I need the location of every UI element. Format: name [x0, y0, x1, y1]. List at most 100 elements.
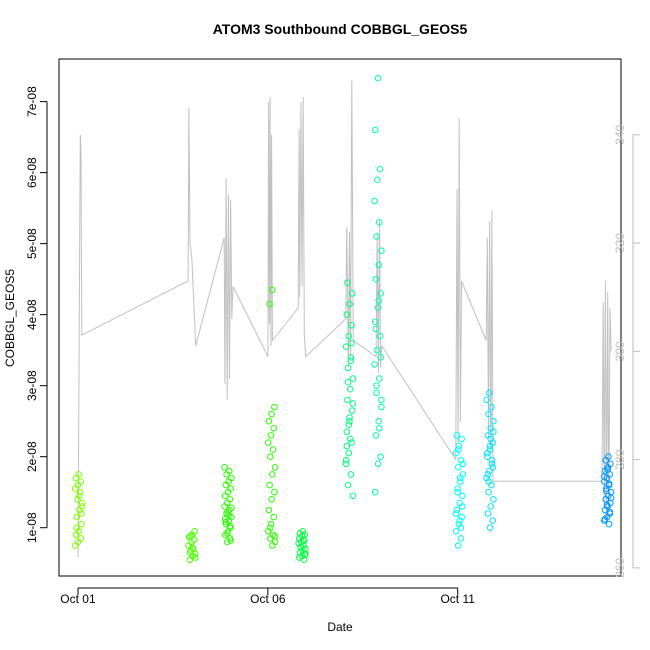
data-point: [265, 506, 273, 514]
scatter-series: [72, 74, 615, 564]
data-point: [607, 499, 614, 507]
data-point: [192, 554, 199, 561]
data-point: [343, 428, 351, 436]
y-tick-label: 7e-08: [25, 86, 39, 117]
data-point: [459, 460, 467, 468]
data-point: [458, 513, 466, 521]
data-point: [224, 530, 231, 537]
data-point: [486, 467, 493, 475]
data-point: [488, 456, 496, 464]
data-point: [228, 504, 235, 512]
data-point: [271, 403, 278, 411]
data-point: [345, 449, 353, 457]
data-point: [271, 464, 279, 471]
data-point: [342, 456, 350, 464]
data-point: [346, 417, 353, 425]
data-point: [344, 378, 352, 386]
data-point: [488, 460, 496, 468]
data-point: [78, 520, 85, 528]
data-point: [267, 524, 274, 532]
data-point: [344, 396, 351, 404]
data-point: [344, 364, 352, 372]
data-point: [605, 480, 613, 488]
data-point: [457, 535, 465, 542]
data-point: [225, 511, 232, 519]
data-point: [347, 354, 355, 361]
data-point: [488, 403, 495, 411]
data-point: [372, 275, 380, 283]
y2-tick-label: 260: [613, 558, 627, 578]
data-point: [348, 339, 355, 347]
data-point: [267, 520, 275, 528]
data-point: [227, 537, 234, 544]
data-point: [453, 506, 461, 514]
data-point: [342, 460, 350, 468]
data-point: [374, 346, 381, 354]
data-point: [374, 460, 382, 468]
data-point: [374, 74, 382, 82]
data-point: [268, 496, 275, 503]
data-point: [269, 446, 277, 453]
data-point: [270, 513, 278, 521]
data-point: [487, 503, 495, 510]
data-point: [485, 410, 492, 418]
data-point: [375, 417, 383, 425]
y-tick-label: 5e-08: [25, 228, 39, 259]
data-point: [78, 499, 86, 507]
data-point: [371, 126, 379, 134]
data-point: [264, 439, 272, 446]
data-point: [373, 233, 380, 240]
data-point: [222, 518, 230, 526]
data-point: [376, 219, 383, 226]
data-point: [459, 503, 466, 510]
data-point: [605, 520, 613, 528]
data-point: [371, 318, 379, 326]
data-point: [378, 396, 385, 404]
data-point: [75, 528, 82, 535]
data-point: [485, 488, 492, 496]
data-point: [267, 432, 275, 439]
data-point: [452, 510, 460, 517]
data-point: [265, 417, 273, 425]
data-point: [378, 403, 385, 411]
data-point: [373, 389, 380, 397]
data-point: [377, 453, 385, 461]
data-point: [457, 478, 464, 485]
data-point: [226, 496, 234, 503]
data-point: [484, 453, 491, 461]
data-point: [227, 485, 234, 492]
data-point: [348, 407, 356, 414]
data-point: [346, 385, 354, 393]
x-axis-label: Date: [327, 620, 353, 634]
data-point: [604, 466, 612, 473]
data-point: [300, 536, 307, 544]
data-point: [484, 510, 492, 517]
data-point: [270, 425, 278, 432]
data-point: [226, 523, 234, 530]
data-point: [455, 520, 463, 528]
data-point: [73, 524, 80, 532]
data-point: [489, 517, 497, 524]
data-point: [266, 481, 273, 489]
data-point: [226, 467, 233, 475]
data-point: [269, 286, 276, 294]
data-point: [77, 478, 85, 485]
data-point: [453, 432, 461, 439]
data-point: [459, 492, 466, 500]
data-point: [345, 421, 353, 429]
data-point: [372, 325, 380, 333]
data-point: [344, 481, 352, 489]
data-point: [189, 544, 196, 551]
y-tick-label: 6e-08: [25, 157, 39, 188]
data-point: [606, 508, 614, 516]
y2-tick-label: 280: [613, 449, 627, 469]
data-point: [268, 410, 275, 418]
data-point: [489, 464, 497, 471]
data-point: [346, 300, 353, 308]
data-point: [371, 488, 379, 496]
data-point: [78, 510, 85, 517]
y2-tick-label: 340: [613, 124, 627, 144]
data-point: [347, 357, 355, 365]
data-point: [347, 471, 355, 478]
